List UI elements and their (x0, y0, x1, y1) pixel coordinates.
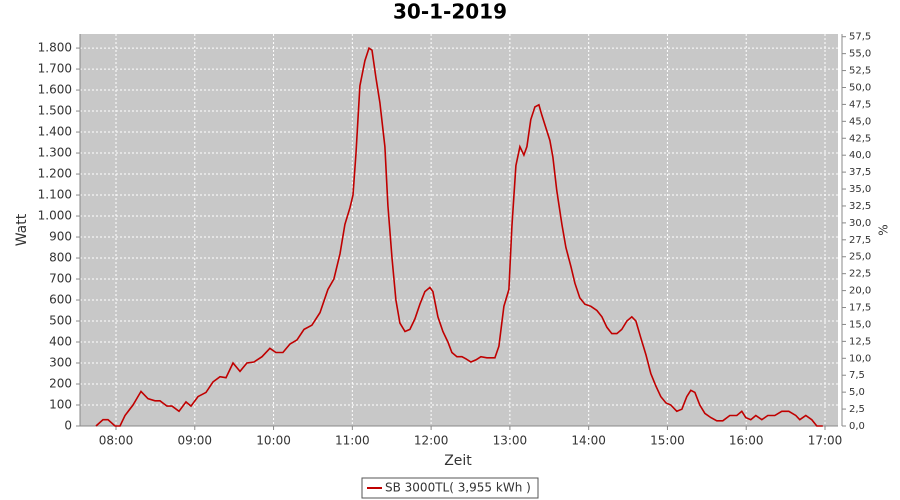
y2-tick-label: 7,5 (849, 370, 865, 381)
y2-tick-label: 17,5 (849, 303, 871, 314)
x-tick-label: 13:00 (493, 434, 528, 448)
y-tick-label: 1.800 (38, 41, 72, 55)
y-tick-label: 900 (49, 230, 72, 244)
legend (361, 477, 539, 499)
y-tick-label: 300 (49, 356, 72, 370)
y-tick-label: 1.000 (38, 209, 72, 223)
x-axis-label: Zeit (444, 453, 472, 469)
y-tick-label: 100 (49, 398, 72, 412)
y2-tick-label: 12,5 (849, 336, 871, 347)
data-line (95, 46, 823, 427)
chart-title: 30-1-2019 (393, 0, 507, 24)
y-tick-label: 700 (49, 272, 72, 286)
y2-tick-label: 27,5 (849, 235, 871, 246)
y-tick-label: 1.200 (38, 167, 72, 181)
y2-tick-label: 47,5 (849, 99, 871, 110)
y-tick-label: 1.100 (38, 188, 72, 202)
y2-tick-label: 15,0 (849, 319, 871, 330)
y2-tick-label: 40,0 (849, 150, 871, 161)
y-tick-label: 1.400 (38, 125, 72, 139)
y-tick-label: 1.700 (38, 62, 72, 76)
y-tick-label: 1.500 (38, 104, 72, 118)
y2-tick-label: 50,0 (849, 82, 871, 93)
y2-tick-label: 25,0 (849, 252, 871, 263)
y2-tick-label: 45,0 (849, 116, 871, 127)
y2-tick-label: 10,0 (849, 353, 871, 364)
y-axis-label: Watt (14, 213, 30, 246)
x-tick-label: 16:00 (729, 434, 764, 448)
y-tick-label: 500 (49, 314, 72, 328)
y-tick-label: 1.600 (38, 83, 72, 97)
y2-tick-label: 55,0 (849, 49, 871, 60)
y2-tick-label: 0,0 (849, 421, 865, 432)
x-tick-label: 14:00 (571, 434, 606, 448)
y-tick-label: 1.300 (38, 146, 72, 160)
y2-tick-label: 5,0 (849, 387, 865, 398)
x-tick-label: 12:00 (414, 434, 449, 448)
y-tick-label: 200 (49, 377, 72, 391)
y2-tick-label: 30,0 (849, 218, 871, 229)
y2-tick-label: 42,5 (849, 133, 871, 144)
y2-tick-label: 22,5 (849, 269, 871, 280)
x-tick-label: 10:00 (256, 434, 291, 448)
y-tick-label: 400 (49, 335, 72, 349)
y2-tick-label: 37,5 (849, 167, 871, 178)
y-tick-label: 600 (49, 293, 72, 307)
x-tick-label: 09:00 (177, 434, 212, 448)
x-tick-label: 08:00 (99, 434, 134, 448)
y2-tick-label: 57,5 (849, 32, 871, 43)
y2-axis-label: % (877, 224, 891, 235)
legend-label: SB 3000TL( 3,955 kWh ) (385, 481, 531, 495)
y2-tick-label: 20,0 (849, 286, 871, 297)
y-tick-label: 0 (64, 419, 72, 433)
y2-tick-label: 35,0 (849, 184, 871, 195)
y-tick-label: 800 (49, 251, 72, 265)
y2-tick-label: 32,5 (849, 201, 871, 212)
x-tick-label: 17:00 (808, 434, 843, 448)
x-tick-label: 11:00 (335, 434, 370, 448)
x-tick-label: 15:00 (650, 434, 685, 448)
y2-tick-label: 2,5 (849, 404, 865, 415)
y2-tick-label: 52,5 (849, 66, 871, 77)
plot-area (80, 34, 838, 426)
